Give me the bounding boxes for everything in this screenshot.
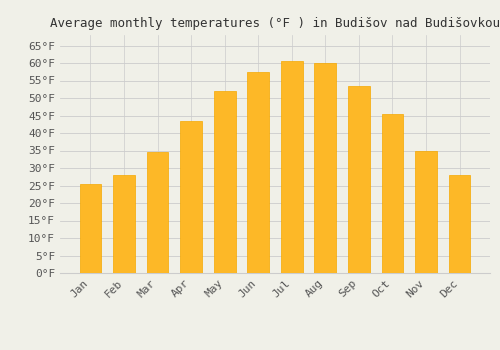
Title: Average monthly temperatures (°F ) in Budišov nad Budišovkou: Average monthly temperatures (°F ) in Bu… [50, 17, 500, 30]
Bar [348, 86, 370, 273]
Bar [448, 175, 470, 273]
Bar [314, 63, 336, 273]
Bar [382, 114, 404, 273]
Bar [248, 72, 269, 273]
Bar [281, 61, 302, 273]
Bar [214, 91, 236, 273]
Bar [113, 175, 135, 273]
Bar [180, 121, 202, 273]
Bar [415, 150, 437, 273]
Bar [146, 152, 169, 273]
Bar [80, 184, 102, 273]
